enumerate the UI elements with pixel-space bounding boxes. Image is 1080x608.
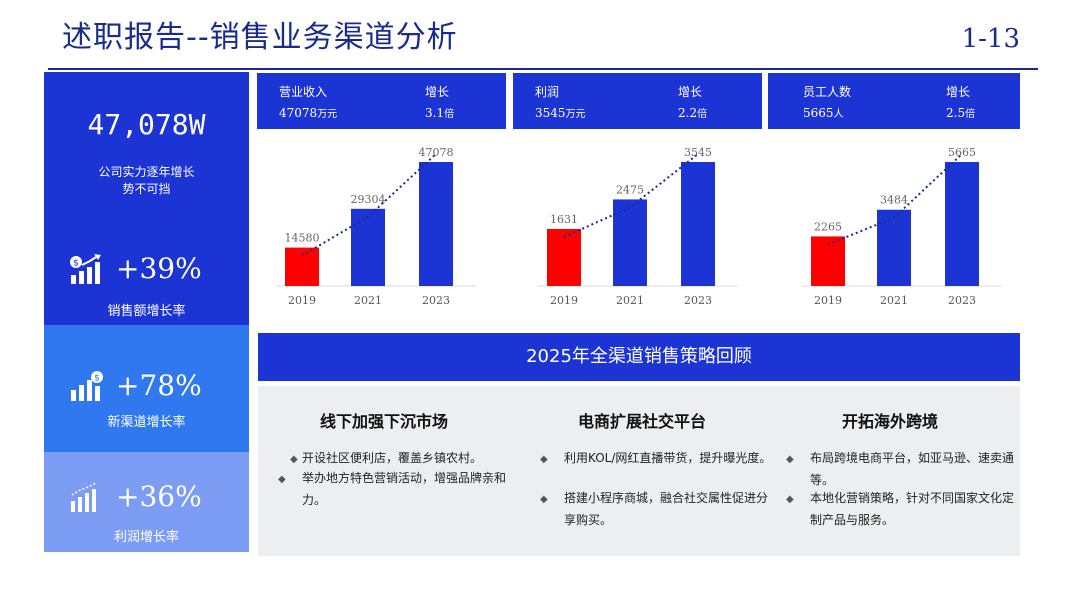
bar-growth-icon <box>71 481 97 512</box>
metric-sales-growth: $ +39% <box>68 252 202 285</box>
svg-text:$: $ <box>94 373 100 383</box>
dollar-bars-icon: $ <box>71 370 103 401</box>
metric-channel-growth-value: +78% <box>116 369 202 402</box>
profit-chart: 1631 2019 2475 2021 3545 2023 <box>528 134 748 318</box>
chart-bar-2019 <box>547 228 581 286</box>
chart-data-label: 3545 <box>684 146 712 159</box>
employees-chart: 2265 2019 3484 2021 5665 2023 <box>792 134 1012 318</box>
metric-sales-growth-label: 销售额增长率 <box>107 304 186 319</box>
profit-growth-value: 2.2倍 <box>678 106 708 120</box>
strategy-offline-item-2: ◆ 举办地方特色营销活动，增强品牌亲和力。 <box>278 471 507 507</box>
metric-channel-growth: $ +78% <box>68 369 202 402</box>
chart-svg-1: 1631 2019 2475 2021 3545 2023 <box>538 146 738 307</box>
chart-tick-label: 2023 <box>422 294 450 307</box>
strategy-title-band: 2025年全渠道销售策略回顾 <box>258 333 1020 381</box>
metric-sales-growth-value: +39% <box>116 252 202 285</box>
revenue-growth-value: 3.1倍 <box>425 106 455 120</box>
chart-tick-label: 2021 <box>616 294 644 307</box>
strategy-ecommerce-item-1: ◆ 利用KOL/网红直播带货，提升曝光度。 <box>540 451 772 465</box>
chart-data-label: 1631 <box>550 213 578 226</box>
chart-bar-2021 <box>613 199 647 286</box>
chart-data-label: 3484 <box>880 194 908 207</box>
revenue-chart: 14580 2019 29304 2021 47078 2023 <box>266 134 486 318</box>
chart-data-label: 5665 <box>948 146 976 159</box>
chart-bar-2021 <box>877 209 911 286</box>
chart-tick-label: 2021 <box>880 294 908 307</box>
chart-data-label: 14580 <box>285 232 320 245</box>
summary-bottom-block: +36% 利润增长率 <box>44 452 249 552</box>
profit-growth-label: 增长 <box>678 85 703 99</box>
chart-svg-2: 2265 2019 3484 2021 5665 2023 <box>802 146 1002 307</box>
profit-label: 利润 <box>535 85 560 99</box>
employees-growth-label: 增长 <box>946 85 971 99</box>
strategy-offline-item-1: ◆ 开设社区便利店，覆盖乡镇农村。 <box>290 451 483 465</box>
left-summary-panel: 47,078W 公司实力逐年增长 势不可挡 $ +39% 销售额增长率 <box>44 72 249 552</box>
chart-tick-label: 2023 <box>684 294 712 307</box>
info-bar-profit: 利润 增长 3545万元 2.2倍 <box>513 73 762 129</box>
info-bar-revenue: 营业收入 增长 47078万元 3.1倍 <box>257 73 506 129</box>
employees-label: 员工人数 <box>803 85 852 99</box>
chart-bar-2019 <box>811 236 845 286</box>
svg-text:$: $ <box>73 258 79 268</box>
strategy-overseas-title: 开拓海外跨境 <box>842 412 939 431</box>
summary-caption-line1: 公司实力逐年增长 <box>98 165 195 179</box>
strategy-ecommerce-item-2: ◆ 搭建小程序商城，融合社交属性促进分享购买。 <box>540 491 769 527</box>
header-divider <box>48 68 1038 70</box>
chart-bar-2021 <box>351 208 385 286</box>
metric-profit-growth-value: +36% <box>116 480 202 513</box>
chart-tick-label: 2023 <box>948 294 976 307</box>
chart-trend-line <box>301 153 437 257</box>
strategy-offline-title: 线下加强下沉市场 <box>320 412 449 431</box>
money-growth-icon: $ <box>70 253 101 284</box>
strategy-overseas-item-1: ◆ 布局跨境电商平台，如亚马逊、速卖通等。 <box>786 451 1015 487</box>
chart-bar-2023 <box>419 162 453 286</box>
employees-growth-value: 2.5倍 <box>946 106 976 120</box>
chart-bar-2019 <box>285 247 319 286</box>
total-revenue-value: 47,078W <box>87 108 206 141</box>
strategy-ecommerce-title: 电商扩展社交平台 <box>578 412 707 431</box>
metric-channel-growth-label: 新渠道增长率 <box>107 415 186 430</box>
summary-mid-block: $ +78% 新渠道增长率 <box>44 325 249 452</box>
metric-profit-growth-label: 利润增长率 <box>113 530 179 545</box>
summary-top-block: 47,078W 公司实力逐年增长 势不可挡 $ +39% 销售额增长率 <box>44 72 249 325</box>
chart-svg-0: 14580 2019 29304 2021 47078 2023 <box>276 146 476 307</box>
chart-tick-label: 2019 <box>814 294 842 307</box>
chart-trend-line <box>827 153 963 246</box>
chart-tick-label: 2019 <box>288 294 316 307</box>
metric-profit-growth: +36% <box>68 480 202 513</box>
chart-data-label: 47078 <box>419 146 454 159</box>
revenue-growth-label: 增长 <box>425 85 450 99</box>
chart-bar-2023 <box>681 162 715 286</box>
revenue-value: 47078万元 <box>279 106 338 120</box>
chart-data-label: 29304 <box>351 193 386 206</box>
revenue-label: 营业收入 <box>279 85 328 99</box>
profit-value: 3545万元 <box>535 106 586 120</box>
chart-tick-label: 2019 <box>550 294 578 307</box>
employees-value: 5665人 <box>803 106 844 120</box>
strategy-overseas-item-2: ◆ 本地化营销策略，针对不同国家文化定制产品与服务。 <box>786 491 1015 527</box>
summary-caption-line2: 势不可挡 <box>122 182 171 196</box>
page-title: 述职报告--销售业务渠道分析 <box>62 20 458 55</box>
chart-bar-2023 <box>945 162 979 286</box>
chart-data-label: 2265 <box>814 220 842 233</box>
chart-tick-label: 2021 <box>354 294 382 307</box>
page-number: 1-13 <box>961 24 1020 54</box>
chart-data-label: 2475 <box>616 183 644 196</box>
info-bar-employees: 员工人数 增长 5665人 2.5倍 <box>768 73 1020 129</box>
strategy-panel: 线下加强下沉市场 ◆ 开设社区便利店，覆盖乡镇农村。 ◆ 举办地方特色营销活动，增强… <box>258 386 1020 556</box>
